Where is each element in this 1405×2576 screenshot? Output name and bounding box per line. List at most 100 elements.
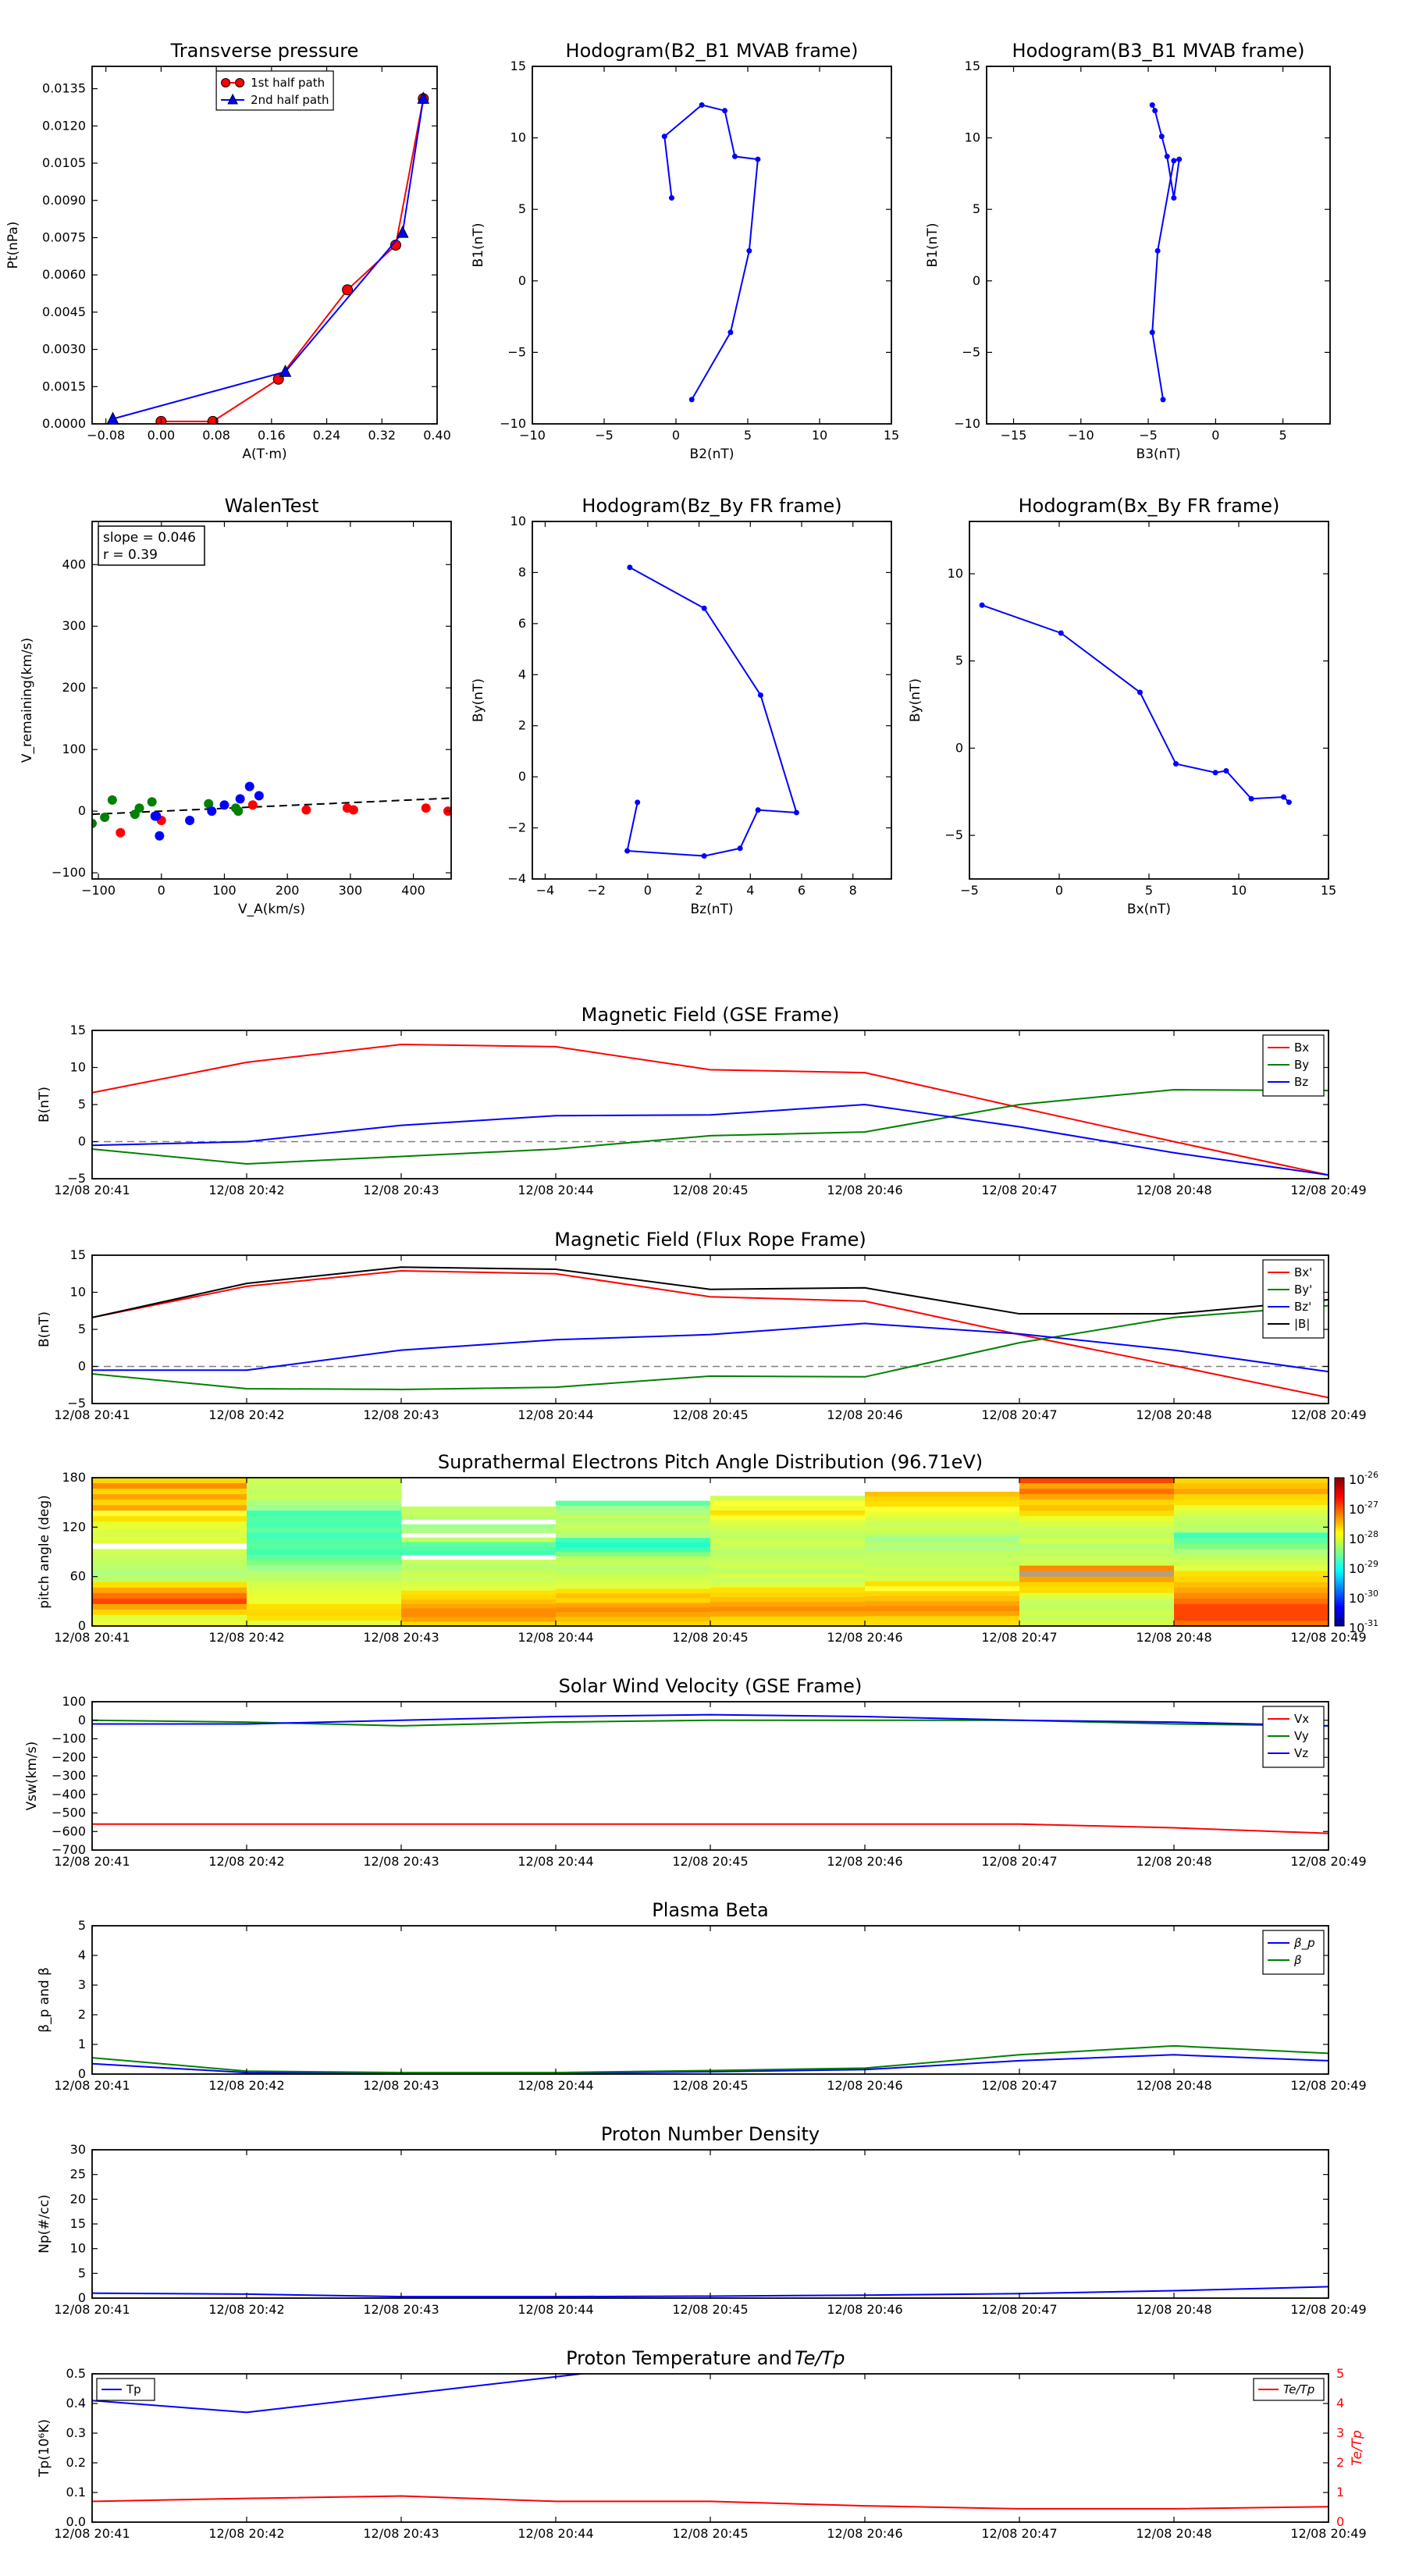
np-axes-frame xyxy=(91,2149,1329,2299)
vsw-xtick-label: 12/08 20:46 xyxy=(827,1854,902,1869)
h3-plot-area xyxy=(624,564,799,859)
walen-series-1-point xyxy=(204,799,214,809)
temp-y2tick-label: 2 xyxy=(1336,2455,1344,2470)
pad-colorbar-exponent: -28 xyxy=(1364,1529,1378,1539)
pad-cell xyxy=(247,1582,402,1589)
chart-h3: Hodogram(Bz_By FR frame) −4 −2 0 2 4 6 8 10 −4 −2 0… xyxy=(471,495,892,917)
temp-legend-label: Te/Tp xyxy=(1283,2382,1314,2396)
vsw-xtick-label: 12/08 20:44 xyxy=(518,1854,593,1869)
h3-series-0-point xyxy=(701,605,707,611)
temp-series-0-line xyxy=(92,2374,589,2414)
tp-series-0-point xyxy=(342,284,354,296)
bgse-ytick-label: 0 xyxy=(78,1134,86,1149)
pad-cell xyxy=(556,1603,711,1608)
pad-cell xyxy=(1174,1549,1329,1556)
h1-xtick-label: 0 xyxy=(672,428,680,443)
bgse-xtick-label: 12/08 20:42 xyxy=(208,1183,284,1197)
pad-cell xyxy=(247,1500,402,1506)
pad-cell xyxy=(865,1536,1020,1542)
pad-colorbar-label: 10 xyxy=(1349,1532,1364,1546)
tp-ytick-label: 0.0030 xyxy=(42,342,86,357)
walen-ytick-label: 0 xyxy=(78,803,86,818)
beta-ytick-label: 5 xyxy=(78,1918,86,1933)
walen-ylabel: V_remaining(km/s) xyxy=(20,638,35,763)
bfr-ytick-label: 0 xyxy=(78,1359,86,1374)
pad-cell xyxy=(710,1529,866,1535)
pad-cell xyxy=(556,1500,711,1506)
vsw-xtick-label: 12/08 20:48 xyxy=(1136,1854,1211,1869)
pad-cell xyxy=(401,1542,557,1547)
h3-series-0-point xyxy=(793,809,799,816)
tp-xtick-label: 0.16 xyxy=(258,428,286,443)
pad-cell xyxy=(1019,1478,1175,1484)
pad-cell xyxy=(1174,1565,1329,1572)
pad-cell xyxy=(556,1538,711,1543)
walen-series-2-point xyxy=(155,831,165,841)
bfr-xtick-label: 12/08 20:41 xyxy=(54,1407,130,1422)
np-ytick-label: 0 xyxy=(78,2290,86,2305)
pad-colorbar-exponent: -26 xyxy=(1364,1470,1378,1480)
beta-xtick-label: 12/08 20:42 xyxy=(208,2078,284,2093)
chart-h2: Hodogram(B3_B1 MVAB frame) −10 −5 0 5 10 15 −15… xyxy=(925,40,1331,462)
h4-xtick-label: 15 xyxy=(1321,883,1336,898)
np-xtick-label: 12/08 20:47 xyxy=(981,2302,1057,2317)
pad-cell xyxy=(247,1609,402,1616)
walen-xtick-label: 200 xyxy=(276,883,300,898)
pad-ytick-label: 120 xyxy=(62,1519,86,1534)
h3-ytick-label: 0 xyxy=(518,769,526,784)
tp-xlabel: A(T·m) xyxy=(242,447,286,462)
beta-ytick-label: 3 xyxy=(78,1977,86,1992)
pad-cell xyxy=(1019,1582,1175,1589)
np-ytick-label: 20 xyxy=(70,2191,86,2206)
h3-ytick-label: 2 xyxy=(518,718,526,733)
h3-series-0-point xyxy=(635,799,641,806)
pad-cell xyxy=(247,1483,402,1489)
h1-plot-area xyxy=(661,101,761,403)
h3-series-0-point xyxy=(627,564,633,571)
h3-xtick-label: 0 xyxy=(644,883,652,898)
pad-cell xyxy=(710,1567,866,1574)
pad-xtick-label: 12/08 20:46 xyxy=(827,1630,902,1645)
h3-series-0-point xyxy=(737,845,743,852)
pad-cell xyxy=(92,1521,247,1528)
h2-series-0-point xyxy=(1171,195,1177,201)
chart-np: Proton Number Density 0 5 10 15 20 25 30 12/08 2… xyxy=(37,2123,1367,2317)
h4-series-0-point xyxy=(1058,630,1064,636)
pad-cell xyxy=(865,1601,1020,1607)
h3-xtick-label: 6 xyxy=(798,883,806,898)
pad-cell xyxy=(92,1483,247,1489)
h3-xlabel: Bz(nT) xyxy=(690,902,733,917)
walen-annotation-text: slope = 0.046 xyxy=(103,530,196,546)
np-title: Proton Number Density xyxy=(601,2123,820,2145)
h3-ytick-label: 8 xyxy=(518,564,526,579)
beta-xtick-label: 12/08 20:41 xyxy=(54,2078,130,2093)
beta-legend: β_p β xyxy=(1262,1930,1325,1975)
pad-cell xyxy=(401,1590,557,1596)
pad-cell xyxy=(710,1525,866,1530)
pad-cell xyxy=(247,1510,402,1517)
pad-cell xyxy=(710,1587,866,1593)
h4-series-0-point xyxy=(1281,794,1286,800)
walen-ytick-label: −100 xyxy=(52,865,86,880)
np-xtick-label: 12/08 20:46 xyxy=(827,2302,902,2317)
pad-cell xyxy=(1019,1521,1175,1528)
tp-xtick-label: 0.00 xyxy=(148,428,176,443)
h2-xtick-label: −15 xyxy=(1001,428,1027,443)
h2-ytick-label: −5 xyxy=(962,344,980,359)
pad-cell xyxy=(1174,1603,1329,1610)
h2-xtick-label: −5 xyxy=(1139,428,1158,443)
h1-xtick-label: 10 xyxy=(812,428,827,443)
temp-xtick-label: 12/08 20:46 xyxy=(827,2526,902,2541)
bgse-xtick-label: 12/08 20:44 xyxy=(518,1183,593,1197)
h2-series-0-point xyxy=(1160,397,1166,403)
pad-cell xyxy=(710,1592,866,1598)
pad-cell xyxy=(401,1577,557,1582)
pad-cell xyxy=(401,1524,557,1529)
pad-xtick-label: 12/08 20:43 xyxy=(363,1630,439,1645)
chart-h4: Hodogram(Bx_By FR frame) −5 0 5 10 −5 0 5 10 15 By… xyxy=(908,495,1336,917)
h1-xtick-label: −5 xyxy=(595,428,614,443)
pad-cell xyxy=(401,1555,557,1560)
vsw-ytick-label: −100 xyxy=(52,1731,86,1746)
bfr-series-1-line xyxy=(92,1304,1329,1390)
